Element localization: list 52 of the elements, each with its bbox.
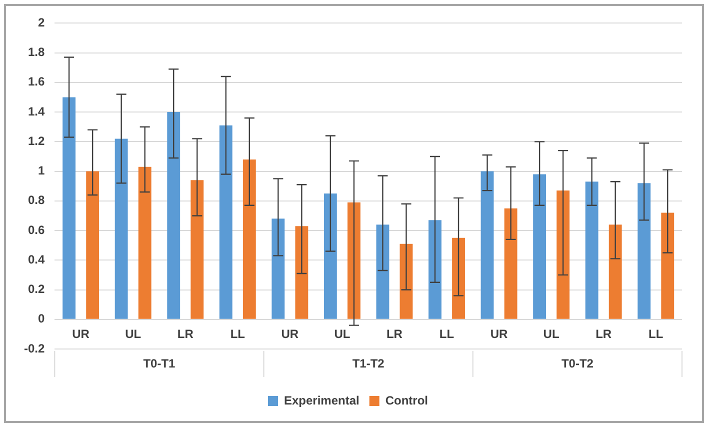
- legend-label: Experimental: [284, 393, 360, 408]
- text: T0-T2: [561, 356, 594, 370]
- bar: [608, 224, 622, 319]
- bar: [272, 218, 285, 319]
- bar: [661, 212, 674, 319]
- y-tick-label: 0.2: [28, 282, 45, 296]
- bar: [219, 125, 232, 319]
- y-tick-label: 1: [38, 164, 45, 178]
- x-tick-label: UR: [72, 326, 90, 341]
- bar: [428, 220, 442, 319]
- bar: [480, 171, 494, 319]
- legend-label: Control: [385, 393, 428, 408]
- bar: [167, 112, 180, 319]
- x-tick-label: LL: [230, 326, 245, 341]
- bar: [242, 159, 256, 319]
- bar: [324, 194, 337, 319]
- x-tick-label: UR: [281, 326, 299, 341]
- bar: [114, 138, 128, 319]
- y-tick-label: 1.2: [28, 134, 45, 148]
- y-tick-label: 2: [38, 16, 45, 30]
- bar: [556, 190, 570, 319]
- y-tick-label: -0.2: [24, 341, 45, 356]
- x-tick-label: LR: [386, 326, 403, 341]
- bar: [62, 97, 76, 319]
- bar: [585, 182, 598, 319]
- y-tick-label: 0.8: [28, 193, 45, 208]
- bar: [504, 208, 518, 319]
- x-tick-label: UL: [334, 326, 350, 341]
- bar: [86, 171, 100, 319]
- y-tick-label: 0.6: [28, 222, 45, 237]
- y-tick-label: 0.4: [28, 252, 45, 266]
- y-tick-label: 1.8: [28, 45, 45, 60]
- x-tick-label: UR: [490, 326, 508, 341]
- bar: [138, 166, 152, 319]
- x-tick-label: LL: [439, 326, 454, 341]
- y-tick-label: 1.4: [28, 104, 45, 118]
- bar: [452, 238, 465, 319]
- y-tick-label: 1.6: [28, 74, 45, 89]
- bar: [638, 183, 651, 319]
- bar: [347, 202, 360, 319]
- bar: [533, 174, 546, 319]
- bar: [190, 180, 204, 319]
- x-tick-label: LR: [177, 326, 194, 341]
- text: T0-T1: [143, 356, 176, 370]
- y-tick-label: 0: [38, 312, 45, 326]
- x-tick-label: UL: [543, 326, 560, 341]
- text: T1-T2: [352, 356, 385, 370]
- bar: [295, 226, 308, 319]
- x-tick-label: LL: [648, 326, 664, 341]
- x-tick-label: UL: [125, 326, 142, 341]
- x-tick-label: LR: [596, 326, 612, 341]
- bar: [376, 224, 390, 319]
